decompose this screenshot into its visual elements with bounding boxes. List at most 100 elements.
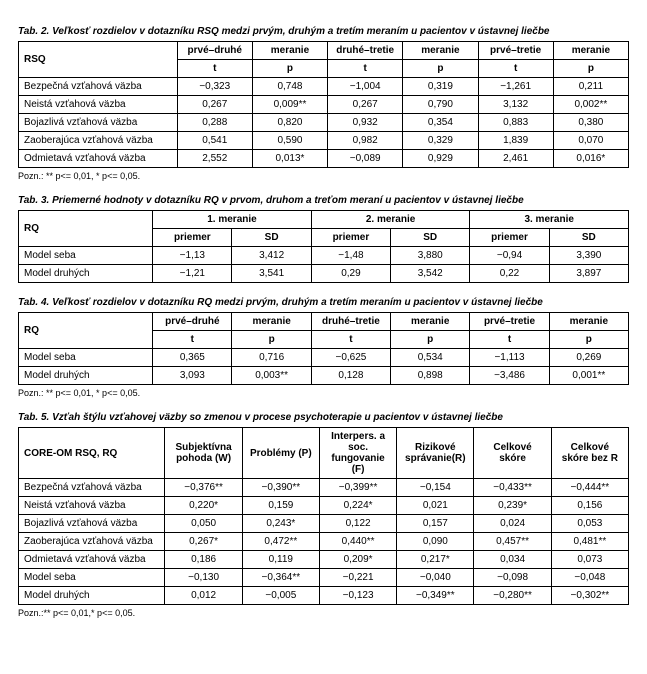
row-label: Neistá vzťahová väzba bbox=[19, 96, 178, 114]
cell: −0,005 bbox=[242, 587, 319, 605]
cell: 0,034 bbox=[474, 551, 551, 569]
tab4-gh-3: meranie bbox=[391, 313, 470, 331]
tab5-footnote: Pozn.:** p<= 0,01,* p<= 0,05. bbox=[18, 608, 629, 618]
cell: 0,269 bbox=[549, 349, 628, 367]
cell: 0,243* bbox=[242, 515, 319, 533]
tab4-sh-3: p bbox=[391, 331, 470, 349]
cell: 0,790 bbox=[403, 96, 478, 114]
row-label: Odmietavá vzťahová väzba bbox=[19, 150, 178, 168]
cell: 0,898 bbox=[391, 367, 470, 385]
cell: 0,003** bbox=[232, 367, 311, 385]
cell: 0,001** bbox=[549, 367, 628, 385]
table-row: Odmietavá vzťahová väzba2,5520,013*−0,08… bbox=[19, 150, 629, 168]
row-label: Zaoberajúca vzťahová väzba bbox=[19, 132, 178, 150]
cell: −1,21 bbox=[153, 265, 232, 283]
tab3-sh-5: SD bbox=[549, 229, 628, 247]
tab4-sh-0: t bbox=[153, 331, 232, 349]
cell: −0,098 bbox=[474, 569, 551, 587]
tab3-sh-4: priemer bbox=[470, 229, 549, 247]
tab5-caption: Tab. 5. Vzťah štýlu vzťahovej väzby so z… bbox=[18, 412, 629, 423]
cell: −1,113 bbox=[470, 349, 549, 367]
row-label: Model seba bbox=[19, 349, 153, 367]
tab4-gh-5: meranie bbox=[549, 313, 628, 331]
tab4-gh-4: prvé–tretie bbox=[470, 313, 549, 331]
cell: 0,457** bbox=[474, 533, 551, 551]
tab2-gh-4: prvé–tretie bbox=[478, 42, 553, 60]
table-row: Bojazlivá vzťahová väzba0,0500,243*0,122… bbox=[19, 515, 629, 533]
tab2-sh-5: p bbox=[553, 60, 628, 78]
cell: −0,280** bbox=[474, 587, 551, 605]
cell: 0,929 bbox=[403, 150, 478, 168]
tab2-table: RSQ prvé–druhé meranie druhé–tretie mera… bbox=[18, 41, 629, 168]
cell: 0,090 bbox=[397, 533, 474, 551]
row-label: Model seba bbox=[19, 569, 165, 587]
tab4-caption: Tab. 4. Veľkosť rozdielov v dotazníku RQ… bbox=[18, 297, 629, 308]
cell: 2,552 bbox=[177, 150, 252, 168]
tab3-rowhead: RQ bbox=[19, 211, 153, 247]
cell: 0,481** bbox=[551, 533, 628, 551]
tab2-sh-1: p bbox=[252, 60, 327, 78]
cell: 3,541 bbox=[232, 265, 311, 283]
cell: 0,159 bbox=[242, 497, 319, 515]
tab3-sh-2: priemer bbox=[311, 229, 390, 247]
tab3-sh-1: SD bbox=[232, 229, 311, 247]
cell: 0,932 bbox=[328, 114, 403, 132]
cell: 0,541 bbox=[177, 132, 252, 150]
tab4-sh-4: t bbox=[470, 331, 549, 349]
table-row: Zaoberajúca vzťahová väzba0,5410,5900,98… bbox=[19, 132, 629, 150]
cell: −1,13 bbox=[153, 247, 232, 265]
cell: 0,224* bbox=[319, 497, 396, 515]
tab4-table: RQ prvé–druhé meranie druhé–tretie meran… bbox=[18, 312, 629, 385]
tab3-gh-0: 1. meranie bbox=[153, 211, 312, 229]
cell: 0,073 bbox=[551, 551, 628, 569]
cell: 3,132 bbox=[478, 96, 553, 114]
row-label: Bezpečná vzťahová väzba bbox=[19, 479, 165, 497]
row-label: Bojazlivá vzťahová väzba bbox=[19, 114, 178, 132]
cell: −0,123 bbox=[319, 587, 396, 605]
cell: 0,22 bbox=[470, 265, 549, 283]
tab4-sh-1: p bbox=[232, 331, 311, 349]
tab2-sh-4: t bbox=[478, 60, 553, 78]
table-row: Model seba−0,130−0,364**−0,221−0,040−0,0… bbox=[19, 569, 629, 587]
cell: 3,412 bbox=[232, 247, 311, 265]
cell: −3,486 bbox=[470, 367, 549, 385]
cell: 0,009** bbox=[252, 96, 327, 114]
cell: −0,221 bbox=[319, 569, 396, 587]
table-row: Model druhých3,0930,003**0,1280,898−3,48… bbox=[19, 367, 629, 385]
cell: 0,012 bbox=[165, 587, 242, 605]
cell: 0,267 bbox=[177, 96, 252, 114]
tab4-rowhead: RQ bbox=[19, 313, 153, 349]
cell: 0,013* bbox=[252, 150, 327, 168]
cell: −0,364** bbox=[242, 569, 319, 587]
cell: 3,390 bbox=[549, 247, 628, 265]
cell: 0,070 bbox=[553, 132, 628, 150]
tab3-sh-0: priemer bbox=[153, 229, 232, 247]
tab3-gh-1: 2. meranie bbox=[311, 211, 470, 229]
cell: 3,897 bbox=[549, 265, 628, 283]
tab2-caption: Tab. 2. Veľkosť rozdielov v dotazníku RS… bbox=[18, 26, 629, 37]
cell: 0,365 bbox=[153, 349, 232, 367]
cell: −0,130 bbox=[165, 569, 242, 587]
cell: 0,472** bbox=[242, 533, 319, 551]
tab4-gh-1: meranie bbox=[232, 313, 311, 331]
cell: 0,128 bbox=[311, 367, 390, 385]
cell: 0,590 bbox=[252, 132, 327, 150]
cell: 0,209* bbox=[319, 551, 396, 569]
tab2-sh-3: p bbox=[403, 60, 478, 78]
tab3-gh-2: 3. meranie bbox=[470, 211, 629, 229]
table-row: Odmietavá vzťahová väzba0,1860,1190,209*… bbox=[19, 551, 629, 569]
tab2-rowhead: RSQ bbox=[19, 42, 178, 78]
tab2-footnote: Pozn.: ** p<= 0,01, * p<= 0,05. bbox=[18, 171, 629, 181]
tab4-footnote: Pozn.: ** p<= 0,01, * p<= 0,05. bbox=[18, 388, 629, 398]
table-row: Bezpečná vzťahová väzba−0,3230,748−1,004… bbox=[19, 78, 629, 96]
tab3-caption: Tab. 3. Priemerné hodnoty v dotazníku RQ… bbox=[18, 195, 629, 206]
table-row: Zaoberajúca vzťahová väzba0,267*0,472**0… bbox=[19, 533, 629, 551]
cell: 0,119 bbox=[242, 551, 319, 569]
table-row: Model seba−1,133,412−1,483,880−0,943,390 bbox=[19, 247, 629, 265]
tab2-gh-5: meranie bbox=[553, 42, 628, 60]
cell: −0,089 bbox=[328, 150, 403, 168]
cell: 0,157 bbox=[397, 515, 474, 533]
cell: −1,004 bbox=[328, 78, 403, 96]
cell: 0,211 bbox=[553, 78, 628, 96]
table-row: Bojazlivá vzťahová väzba0,2880,8200,9320… bbox=[19, 114, 629, 132]
